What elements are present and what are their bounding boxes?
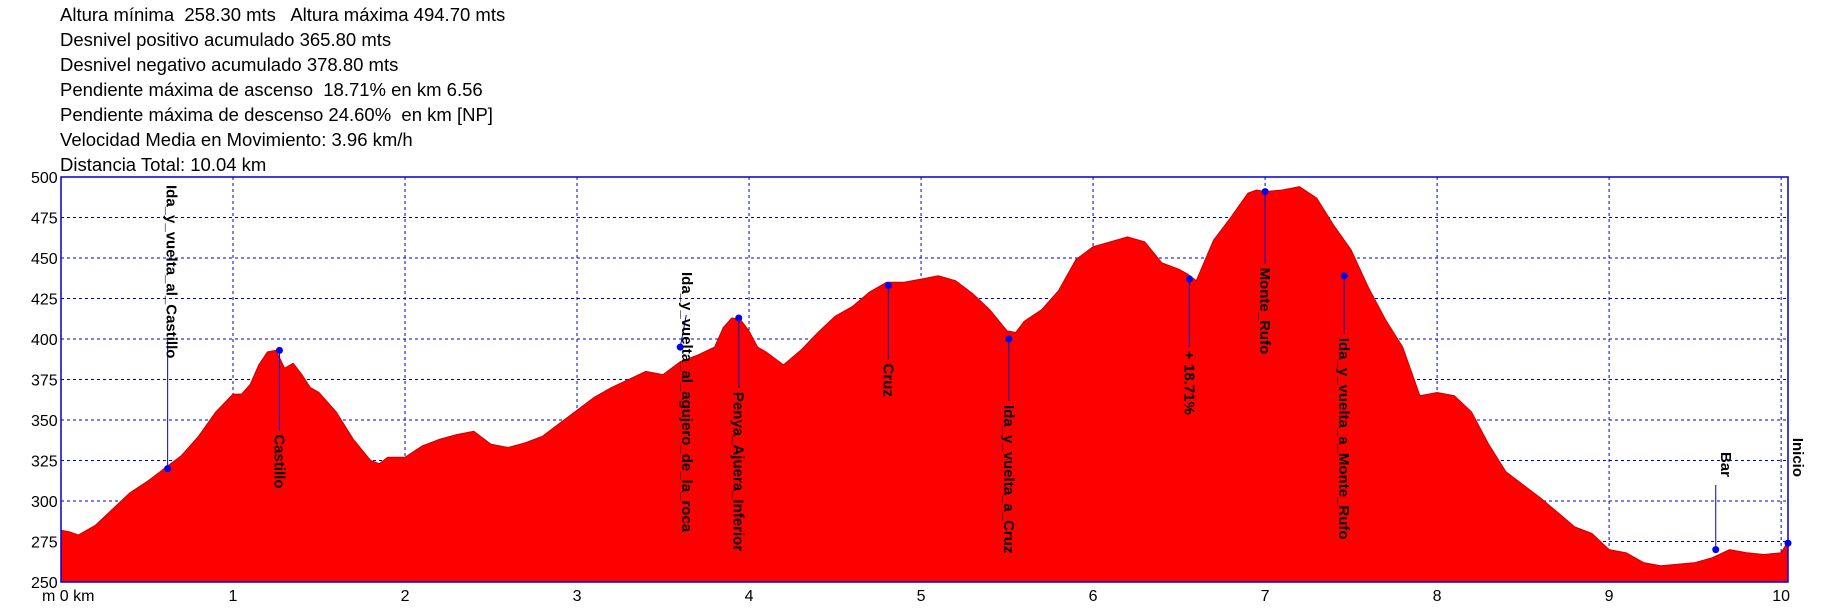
stats-ascent: Desnivel positivo acumulado 365.80 mts [60,29,392,50]
waypoint: Monte_Rufo [1256,188,1273,354]
waypoint: Ida_y_vuelta_a_Monte_Rufo [1335,272,1352,540]
x-tick-label: 9 [1605,588,1614,605]
stats-min-max: Altura mínima 258.30 mts Altura máxima 4… [60,4,506,25]
waypoint-dot [1712,546,1720,554]
x-axis: m 0 km 1 2 3 4 5 6 7 8 9 10 [42,588,1790,605]
waypoint: Ida_y_vuelta_al_agujero_de_la_roca [676,272,695,533]
waypoint-dot [1340,272,1348,280]
stats-descent: Desnivel negativo acumulado 378.80 mts [60,54,399,75]
y-tick-label: 275 [31,535,58,552]
x-tick-label: 4 [745,588,754,605]
stats-total-distance: Distancia Total: 10.04 km [60,154,267,175]
x-tick-label: 3 [573,588,582,605]
stats-avg-speed: Velocidad Media en Movimiento: 3.96 km/h [60,129,413,150]
waypoint-dot [735,314,743,322]
x-tick-label: 2 [401,588,410,605]
waypoint-label: Ida_y_vuelta_al_Castillo [163,185,180,358]
x-tick-label: 1 [229,588,238,605]
waypoint-dot [1185,275,1193,283]
waypoint-label: Castillo [270,434,287,488]
stats-panel: Altura mínima 258.30 mts Altura máxima 4… [60,2,505,177]
waypoint: Penya_Ajuera_Inferior [730,314,747,551]
x-axis-label: m 0 km [42,588,94,605]
waypoint-markers: Ida_y_vuelta_al_Castillo Castillo Ida_y_vu… [163,185,1806,553]
y-axis: 250 275 300 325 350 375 400 425 450 475 500 [31,170,58,592]
waypoint-label: Ida_y_vuelta_a_Monte_Rufo [1335,338,1352,540]
y-tick-label: 375 [31,373,58,390]
waypoint-label: Penya_Ajuera_Inferior [730,392,747,551]
y-tick-label: 350 [31,413,58,430]
waypoint: + 18.71% [1180,275,1197,415]
y-tick-label: 475 [31,211,58,228]
x-tick-label: 6 [1089,588,1098,605]
x-tick-label: 5 [917,588,926,605]
waypoint-dot [1261,188,1269,196]
y-tick-label: 250 [31,575,58,592]
waypoint-dot [164,465,172,473]
waypoint-label: Bar [1717,452,1734,477]
waypoint-dot [275,346,283,354]
waypoint-line [679,314,687,348]
elevation-profile-area [60,186,1789,583]
y-tick-label: 450 [31,251,58,268]
waypoint-dot [676,343,684,351]
waypoint-label: Cruz [879,364,896,397]
waypoint-label: Ida_y_vuelta_a_Cruz [1000,405,1017,553]
x-tick-label: 8 [1433,588,1442,605]
waypoint-label: + 18.71% [1180,351,1197,415]
waypoint-dot [884,282,892,290]
waypoint: Cruz [879,282,896,397]
waypoint: Ida_y_vuelta_al_Castillo [163,185,180,473]
y-tick-label: 300 [31,494,58,511]
y-tick-label: 425 [31,292,58,309]
y-tick-label: 500 [31,170,58,187]
waypoint-label: Ida_y_vuelta_al_agujero_de_la_roca [678,272,695,533]
y-tick-label: 400 [31,332,58,349]
y-tick-label: 325 [31,454,58,471]
waypoint-label: Inicio [1789,438,1806,477]
stats-max-slope-up: Pendiente máxima de ascenso 18.71% en km… [60,79,483,100]
waypoint-label: Monte_Rufo [1256,268,1273,355]
waypoint: Castillo [270,346,287,489]
waypoint: Ida_y_vuelta_a_Cruz [1000,335,1017,553]
waypoint-dot [1005,335,1013,343]
x-tick-label: 10 [1772,588,1790,605]
stats-max-slope-down: Pendiente máxima de descenso 24.60% en k… [60,104,493,125]
x-tick-label: 7 [1261,588,1270,605]
waypoint: Bar [1712,452,1734,554]
plot-frame [60,176,1789,583]
